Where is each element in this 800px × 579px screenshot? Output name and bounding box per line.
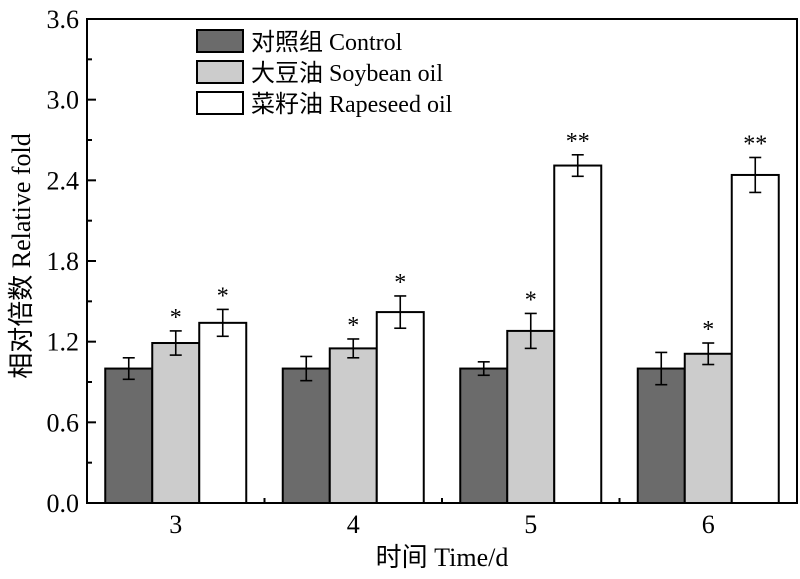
- y-tick-label: 3.6: [47, 5, 80, 34]
- bar: [198, 321, 248, 504]
- bar: [636, 367, 686, 504]
- bar: [104, 367, 154, 504]
- y-tick-label: 0.6: [47, 408, 80, 437]
- significance-label: *: [525, 287, 537, 313]
- legend-swatch: [196, 60, 244, 84]
- bar: [459, 367, 509, 504]
- significance-label: **: [743, 131, 767, 157]
- legend-swatch: [196, 91, 244, 115]
- bar: [151, 342, 201, 504]
- significance-label: *: [170, 305, 182, 331]
- bar: [730, 173, 780, 504]
- bar: [375, 311, 425, 505]
- significance-label: **: [566, 129, 590, 155]
- x-tick-label: 5: [524, 510, 537, 539]
- x-axis-title: 时间 Time/d: [376, 543, 509, 572]
- bar: [553, 164, 603, 505]
- x-tick-label: 6: [702, 510, 715, 539]
- bar: [281, 367, 331, 504]
- y-tick-label: 0.0: [47, 489, 80, 518]
- legend-swatch: [196, 29, 244, 53]
- y-tick-label: 2.4: [47, 166, 80, 195]
- legend-label: 大豆油 Soybean oil: [251, 60, 443, 87]
- x-tick-label: 4: [347, 510, 360, 539]
- y-tick-label: 3.0: [47, 86, 80, 115]
- y-tick-label: 1.8: [47, 247, 80, 276]
- plot-area: 0.00.61.21.82.43.03.63**4**5***6***对照组 C…: [47, 5, 798, 539]
- legend-label: 对照组 Control: [251, 29, 403, 56]
- significance-label: *: [702, 317, 714, 343]
- x-tick-label: 3: [169, 510, 182, 539]
- significance-label: *: [347, 313, 359, 339]
- y-tick-label: 1.2: [47, 328, 80, 357]
- significance-label: *: [394, 270, 406, 296]
- legend-label: 菜籽油 Rapeseed oil: [251, 91, 453, 118]
- bar: [683, 352, 733, 504]
- bar: [506, 329, 556, 504]
- significance-label: *: [217, 283, 229, 309]
- bar: [328, 347, 378, 504]
- y-axis-title: 相对倍数 Relative fold: [7, 133, 36, 379]
